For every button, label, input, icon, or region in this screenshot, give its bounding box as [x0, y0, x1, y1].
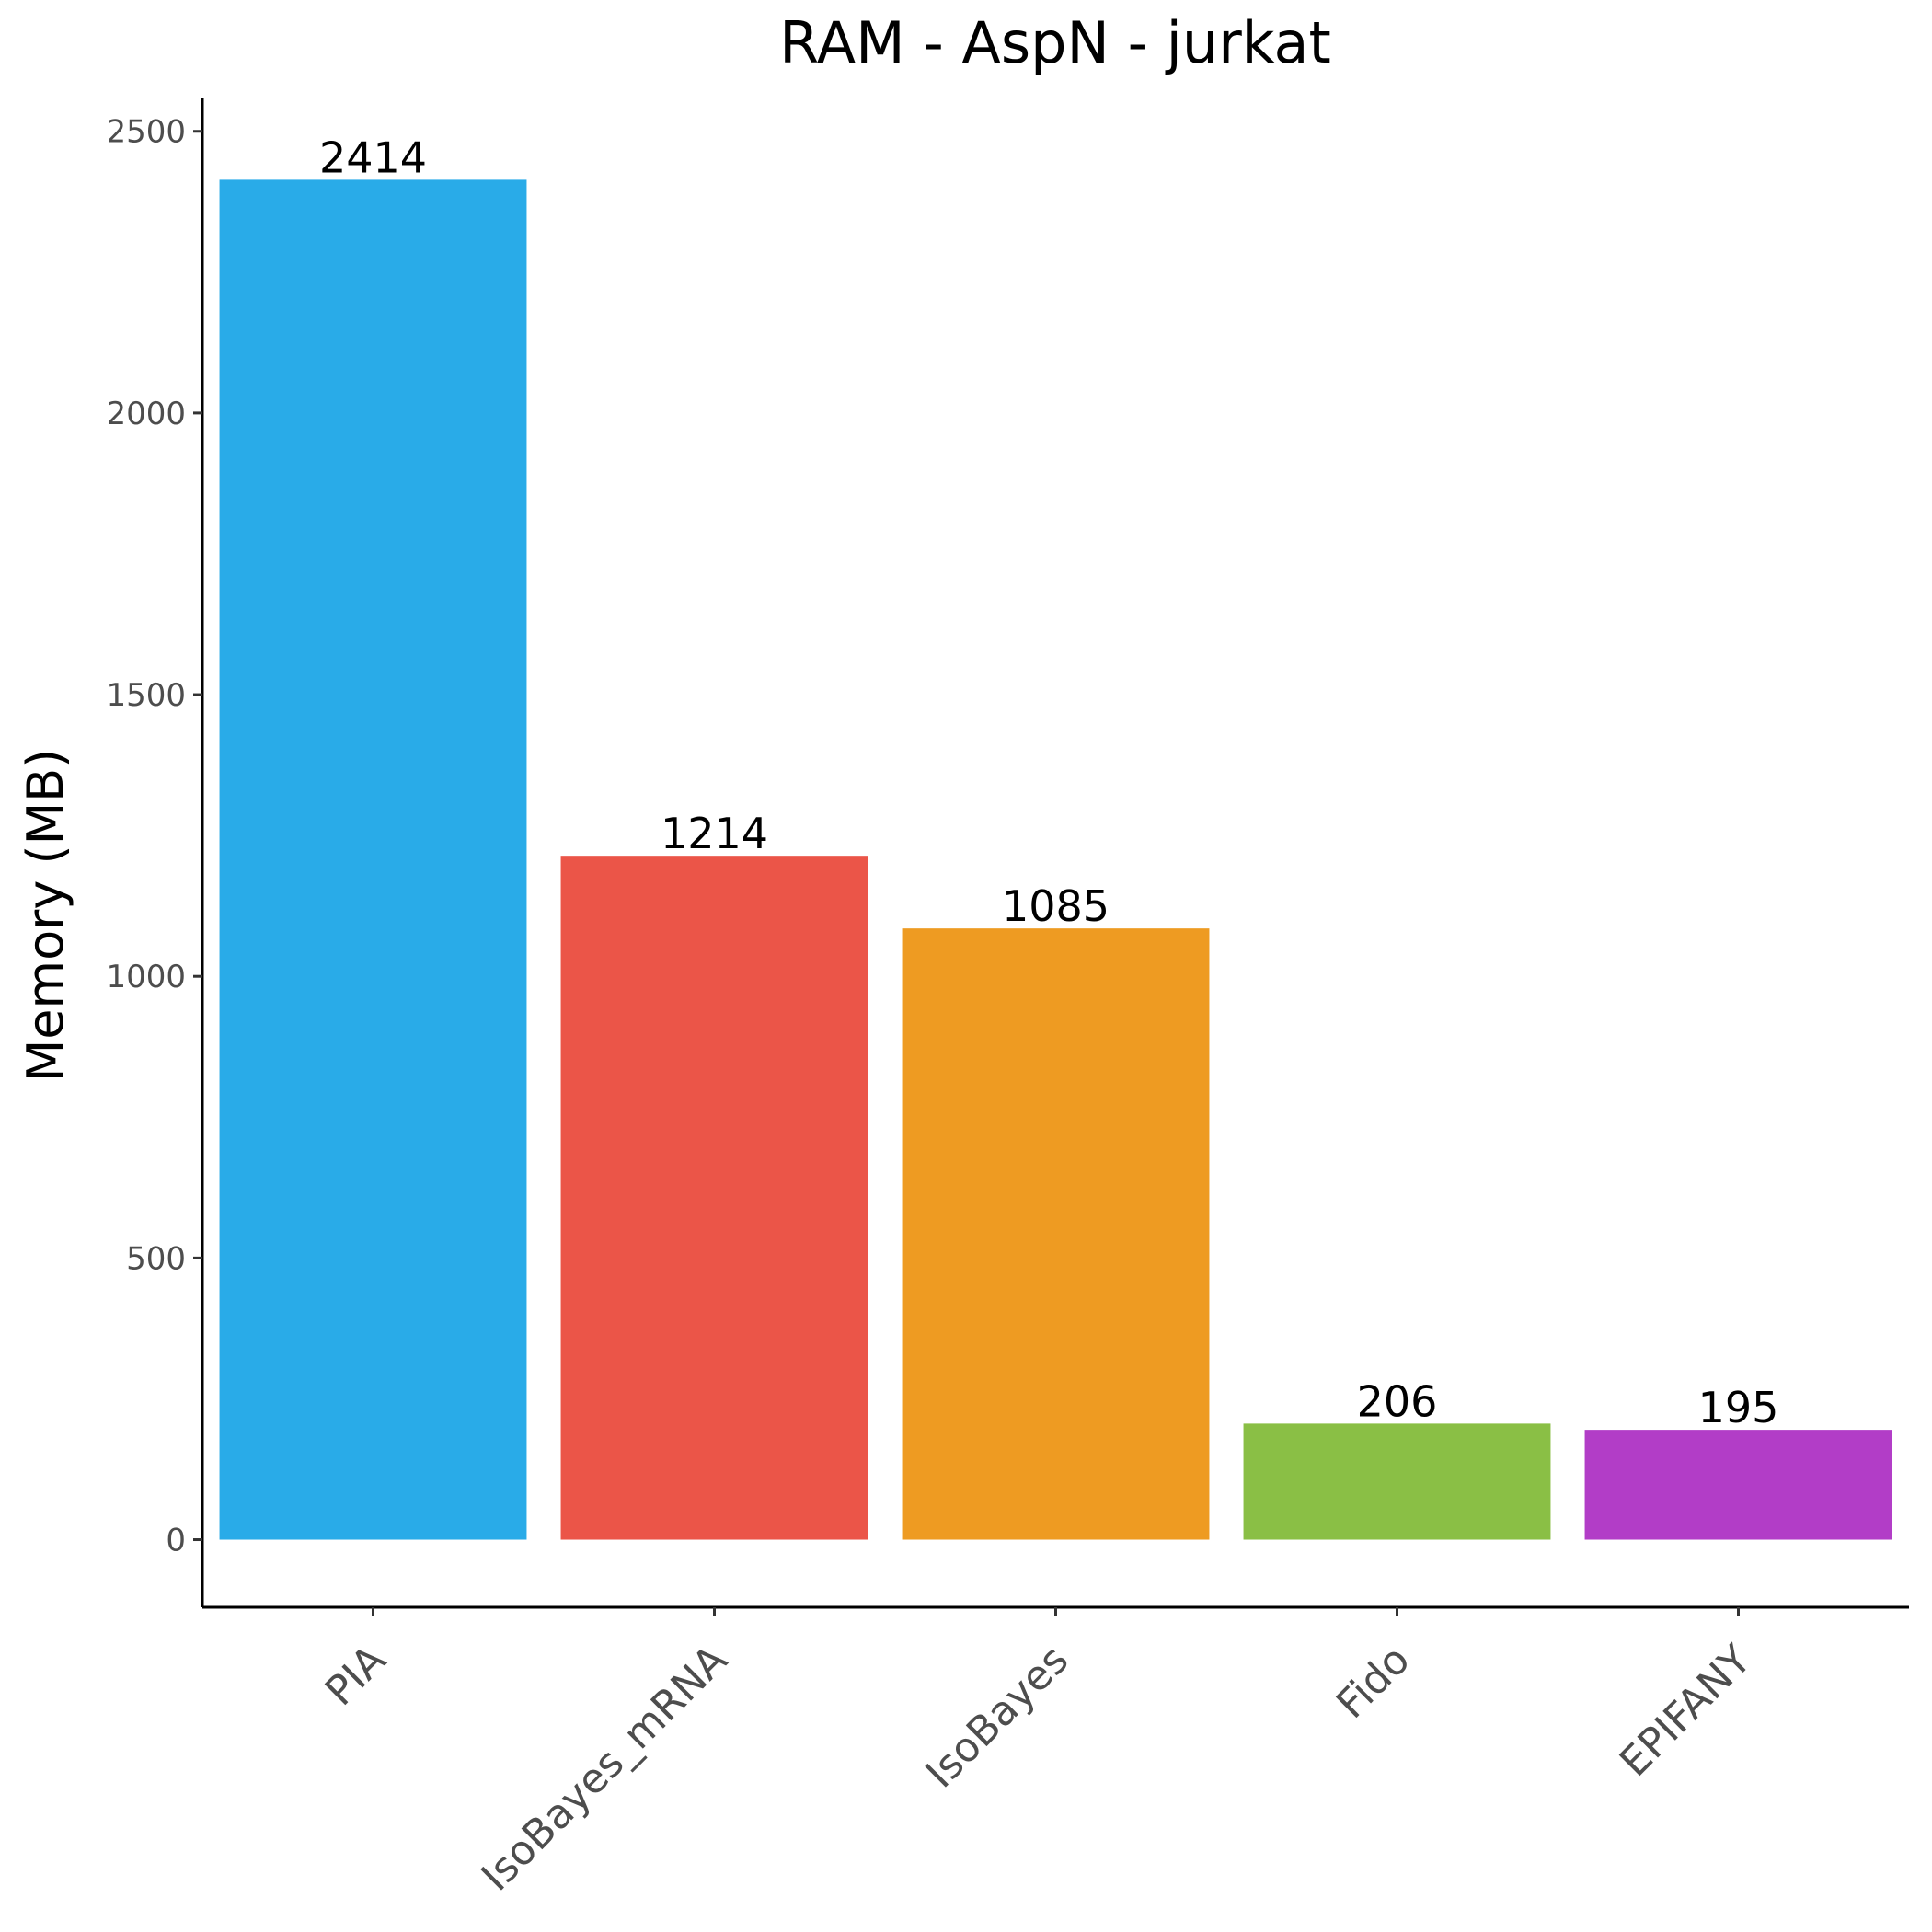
bars-layer — [219, 179, 1892, 1540]
x-tick-label: Fido — [1328, 1637, 1419, 1728]
bar-isobayes — [902, 928, 1210, 1540]
chart-title: RAM - AspN - jurkat — [779, 9, 1331, 76]
data-label: 2414 — [319, 132, 427, 182]
bar-fido — [1243, 1423, 1551, 1540]
data-label: 1085 — [1002, 881, 1110, 931]
y-tick-label: 2000 — [106, 396, 186, 432]
y-tick-label: 1000 — [106, 959, 186, 995]
data-label: 206 — [1357, 1376, 1438, 1426]
y-tick-label: 2500 — [106, 114, 186, 151]
y-tick-label: 1500 — [106, 677, 186, 714]
x-tick-label: IsoBayes — [917, 1637, 1078, 1798]
x-tick-label: IsoBayes_mRNA — [473, 1637, 737, 1901]
data-label: 195 — [1698, 1383, 1779, 1432]
y-axis: 0 500 1000 1500 2000 2500 — [106, 98, 204, 1607]
x-tick-label: PIA — [316, 1637, 395, 1715]
bar-epifany — [1584, 1430, 1892, 1540]
data-labels-layer: 2414 1214 1085 206 195 — [319, 132, 1778, 1432]
bar-isobayes-mrna — [560, 856, 868, 1540]
y-axis-title: Memory (MB) — [17, 749, 75, 1083]
bar-pia — [219, 179, 527, 1540]
y-tick-label: 0 — [166, 1523, 186, 1559]
x-axis: PIA IsoBayes_mRNA IsoBayes Fido EPIFANY — [202, 1605, 1909, 1901]
x-tick-label: EPIFANY — [1611, 1637, 1760, 1786]
data-label: 1214 — [661, 809, 768, 858]
y-tick-label: 500 — [126, 1240, 186, 1277]
